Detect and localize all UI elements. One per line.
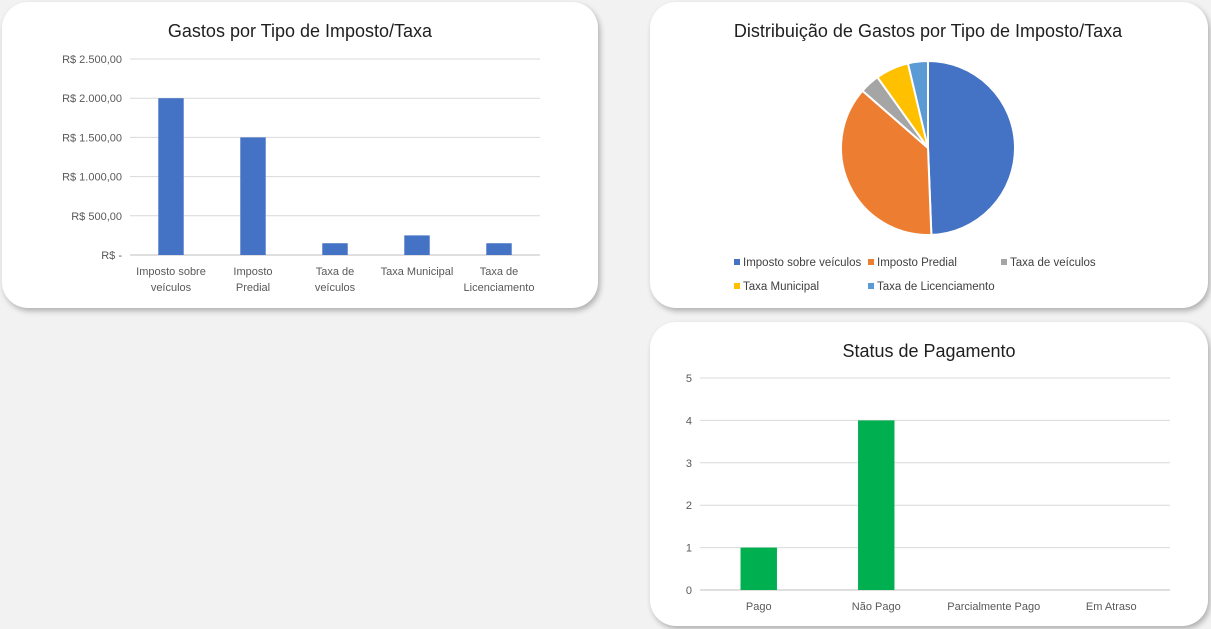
x-tick-label: Taxa de veículos	[315, 266, 356, 294]
y-tick-label: R$ 1.500,00	[62, 132, 122, 144]
x-tick-label: Imposto sobre veículos	[136, 266, 206, 294]
distribuicao-chart-card: Distribuição de Gastos por Tipo de Impos…	[650, 2, 1208, 308]
legend-item: Imposto Predial	[868, 257, 957, 269]
legend-label: Imposto sobre veículos	[743, 257, 862, 269]
x-tick-label: Não Pago	[852, 601, 901, 613]
x-tick-label: Taxa de Licenciamento	[464, 266, 535, 294]
bar	[740, 547, 777, 590]
x-tick-label: Pago	[746, 601, 772, 613]
bar	[486, 243, 512, 255]
y-tick-label: 5	[686, 373, 692, 385]
legend-item: Taxa de veículos	[1001, 257, 1096, 269]
legend-label: Taxa de Licenciamento	[877, 281, 995, 293]
pie-slice	[840, 89, 933, 236]
y-tick-label: 2	[686, 500, 692, 512]
legend-swatch	[1001, 259, 1007, 265]
status-chart-title: Status de Pagamento	[842, 341, 1015, 361]
y-tick-label: 1	[686, 543, 692, 555]
gastos-chart-title: Gastos por Tipo de Imposto/Taxa	[168, 21, 433, 41]
y-tick-label: R$ 500,00	[71, 211, 122, 223]
legend-item: Imposto sobre veículos	[734, 257, 862, 269]
y-tick-label: 4	[686, 415, 692, 427]
gastos-bar-chart: Gastos por Tipo de Imposto/Taxa R$ - R$ 5…	[62, 21, 540, 294]
distribuicao-chart-title: Distribuição de Gastos por Tipo de Impos…	[734, 21, 1123, 41]
y-tick-label: R$ 2.000,00	[62, 93, 122, 105]
legend-label: Taxa Municipal	[743, 281, 819, 293]
distribuicao-pie-chart: Distribuição de Gastos por Tipo de Impos…	[734, 21, 1123, 293]
y-tick-label: R$ -	[101, 250, 122, 262]
pie-slice	[927, 59, 1016, 236]
legend-item: Taxa de Licenciamento	[868, 281, 995, 293]
status-chart-card: Status de Pagamento 0 1 2 3 4 5 Pago Não Pago Pa…	[650, 322, 1208, 626]
legend-item: Taxa Municipal	[734, 281, 819, 293]
legend-label: Taxa de veículos	[1010, 257, 1096, 269]
bar	[404, 235, 430, 255]
x-tick-label: Parcialmente Pago	[947, 601, 1040, 613]
y-tick-label: 3	[686, 458, 692, 470]
bar	[158, 98, 184, 255]
status-bar-chart: Status de Pagamento 0 1 2 3 4 5 Pago Não Pago Pa…	[686, 341, 1170, 613]
bar	[322, 243, 348, 255]
bar	[240, 137, 266, 255]
bar	[858, 420, 895, 590]
legend-swatch	[868, 283, 874, 289]
y-tick-label: R$ 1.000,00	[62, 172, 122, 184]
x-tick-label: Taxa Municipal	[381, 266, 454, 278]
y-tick-label: R$ 2.500,00	[62, 54, 122, 66]
gastos-chart-card: Gastos por Tipo de Imposto/Taxa R$ - R$ 5…	[2, 2, 598, 308]
legend-label: Imposto Predial	[877, 257, 957, 269]
x-tick-label: Em Atraso	[1086, 601, 1137, 613]
y-tick-label: 0	[686, 585, 692, 597]
legend-swatch	[868, 259, 874, 265]
pie-slice	[906, 59, 929, 149]
legend-swatch	[734, 283, 740, 289]
x-tick-label: Imposto Predial	[233, 266, 272, 294]
legend-swatch	[734, 259, 740, 265]
